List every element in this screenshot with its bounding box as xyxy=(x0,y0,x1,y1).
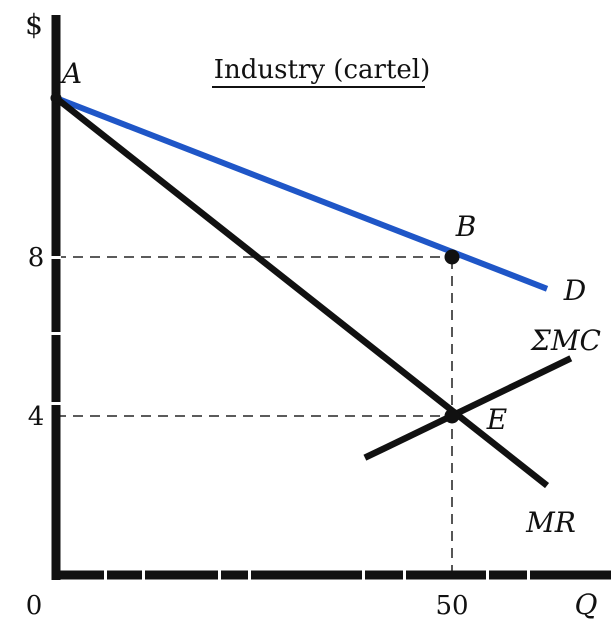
x-axis-break-7 xyxy=(527,570,530,580)
point-a xyxy=(50,92,62,104)
y-tick-label-1: 8 xyxy=(28,243,45,273)
y-axis-break-1 xyxy=(51,332,61,335)
x-axis-break-3 xyxy=(248,570,251,580)
series-line-mr xyxy=(53,95,550,489)
x-tick-label-1: 50 xyxy=(435,591,468,621)
x-axis-break-0 xyxy=(104,570,107,580)
point-label-e: E xyxy=(486,403,507,436)
point-label-b: B xyxy=(455,210,477,243)
y-axis-label: $ xyxy=(25,8,43,41)
point-e xyxy=(444,408,460,424)
series-line-d xyxy=(54,95,549,292)
series-label-d: D xyxy=(563,274,586,307)
series-line-mc xyxy=(363,355,573,461)
point-b xyxy=(444,249,460,265)
point-label-a: A xyxy=(59,57,82,90)
chart-title: Industry (cartel) xyxy=(214,55,431,85)
x-axis-break-6 xyxy=(486,570,489,580)
series-label-mr: MR xyxy=(525,506,576,539)
x-axis-break-2 xyxy=(218,570,221,580)
x-axis-break-5 xyxy=(403,570,406,580)
x-axis-break-4 xyxy=(362,570,365,580)
x-axis-label: Q xyxy=(575,588,598,621)
series-label-sigma-mc: ΣMC xyxy=(530,324,601,357)
y-axis-break-0 xyxy=(51,256,61,259)
x-axis-break-1 xyxy=(142,570,145,580)
x-tick-label-0: 0 xyxy=(26,591,43,621)
y-axis-break-2 xyxy=(51,402,61,405)
y-tick-label-0: 4 xyxy=(28,402,45,432)
